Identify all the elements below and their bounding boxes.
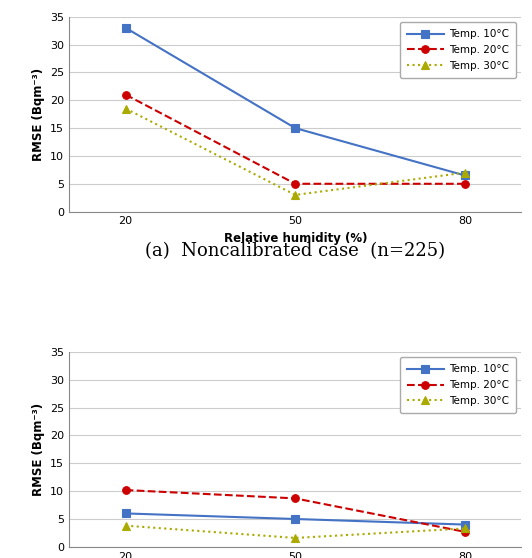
Temp. 30°C bbox=[292, 535, 298, 541]
Temp. 20°C bbox=[122, 487, 129, 493]
Temp. 30°C bbox=[462, 525, 468, 532]
Temp. 10°C bbox=[122, 25, 129, 31]
Temp. 10°C bbox=[462, 521, 468, 528]
Temp. 30°C bbox=[122, 522, 129, 529]
X-axis label: Relative humidity (%): Relative humidity (%) bbox=[223, 232, 367, 245]
Line: Temp. 30°C: Temp. 30°C bbox=[122, 522, 469, 542]
Line: Temp. 10°C: Temp. 10°C bbox=[122, 24, 469, 179]
Temp. 10°C bbox=[292, 125, 298, 132]
Temp. 30°C bbox=[122, 105, 129, 112]
Text: (a)  Noncalibrated case  (n=225): (a) Noncalibrated case (n=225) bbox=[145, 242, 445, 261]
Temp. 10°C bbox=[462, 172, 468, 179]
Y-axis label: RMSE (Bqm⁻³): RMSE (Bqm⁻³) bbox=[31, 68, 45, 161]
Line: Temp. 10°C: Temp. 10°C bbox=[122, 509, 469, 528]
Line: Temp. 20°C: Temp. 20°C bbox=[122, 91, 469, 187]
Temp. 10°C bbox=[122, 510, 129, 517]
Line: Temp. 20°C: Temp. 20°C bbox=[122, 486, 469, 536]
Temp. 10°C bbox=[292, 516, 298, 522]
Temp. 20°C bbox=[462, 180, 468, 187]
Legend: Temp. 10°C, Temp. 20°C, Temp. 30°C: Temp. 10°C, Temp. 20°C, Temp. 30°C bbox=[400, 357, 516, 413]
Temp. 30°C bbox=[292, 191, 298, 198]
Y-axis label: RMSE (Bqm⁻³): RMSE (Bqm⁻³) bbox=[31, 403, 45, 496]
Temp. 30°C bbox=[462, 169, 468, 176]
Legend: Temp. 10°C, Temp. 20°C, Temp. 30°C: Temp. 10°C, Temp. 20°C, Temp. 30°C bbox=[400, 22, 516, 78]
Temp. 20°C bbox=[122, 92, 129, 98]
Temp. 20°C bbox=[462, 528, 468, 535]
Line: Temp. 30°C: Temp. 30°C bbox=[122, 105, 469, 199]
Temp. 20°C bbox=[292, 180, 298, 187]
Temp. 20°C bbox=[292, 495, 298, 502]
